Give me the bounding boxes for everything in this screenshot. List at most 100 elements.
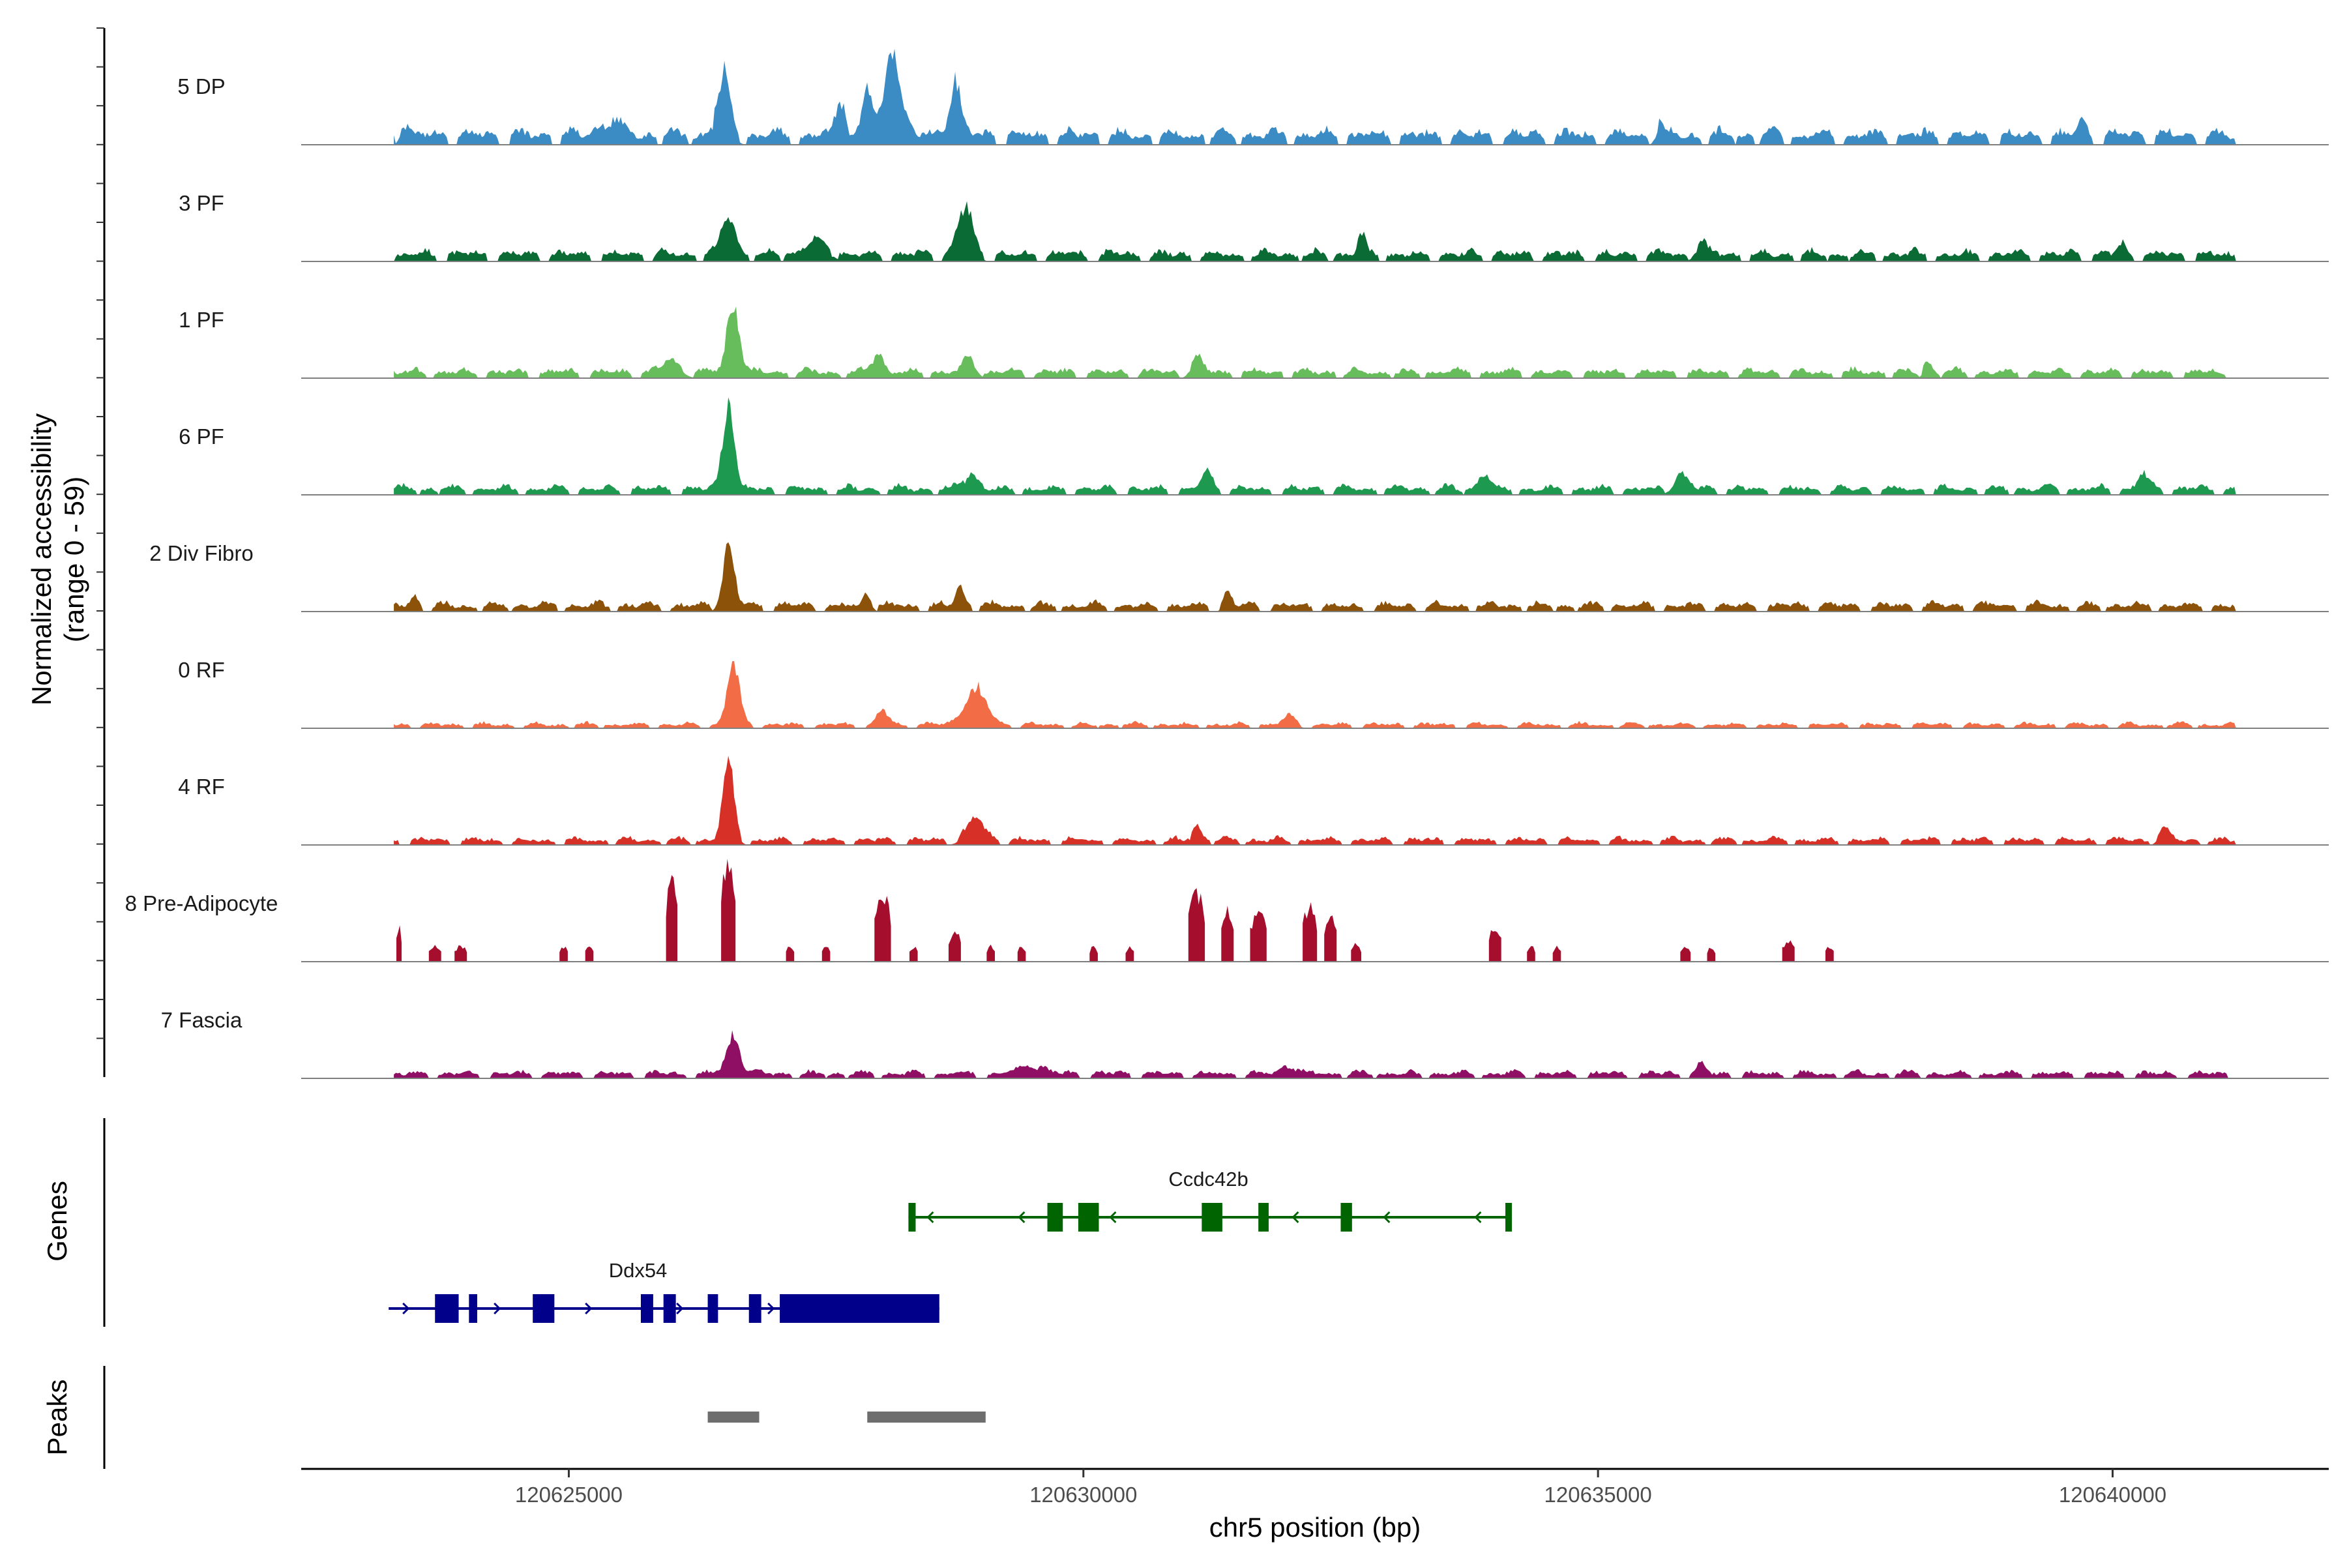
- peak-regions: [707, 1412, 986, 1423]
- gene-exon: [533, 1294, 555, 1323]
- track-8-pre-adipocyte: 8 Pre-Adipocyte: [125, 859, 2329, 962]
- gene-exon: [1340, 1203, 1352, 1232]
- peak-region: [707, 1412, 760, 1423]
- coverage-block: [1089, 946, 1098, 962]
- track-7-fascia: 7 Fascia: [161, 1008, 2329, 1079]
- y-axis-title: Normalized accessibility: [26, 413, 57, 705]
- coverage-block: [1825, 947, 1834, 962]
- coverage-area: [394, 48, 2236, 145]
- coverage-block: [909, 947, 918, 962]
- coverage-block: [786, 947, 795, 962]
- coverage-block: [396, 925, 402, 962]
- coverage-y-ticks: [96, 27, 104, 1039]
- gene-exon: [748, 1294, 761, 1323]
- gene-label: Ddx54: [609, 1259, 668, 1282]
- coverage-block: [1707, 947, 1716, 962]
- gene-exon: [1505, 1203, 1513, 1232]
- track-4-rf: 4 RF: [178, 756, 2329, 846]
- gene-exon: [663, 1294, 676, 1323]
- strand-arrow: [1383, 1211, 1391, 1224]
- gene-exon: [640, 1294, 653, 1323]
- coverage-block: [1680, 947, 1691, 962]
- gene-exon: [908, 1203, 916, 1232]
- gene-exon: [1258, 1203, 1269, 1232]
- coverage-area: [394, 1030, 2236, 1078]
- track-label: 7 Fascia: [161, 1008, 243, 1032]
- strand-arrow: [1474, 1211, 1482, 1224]
- strand-arrow: [767, 1302, 775, 1315]
- track-6-pf: 6 PF: [179, 397, 2329, 496]
- track-label: 3 PF: [179, 191, 224, 215]
- gene-exon: [435, 1294, 459, 1323]
- x-axis-title: chr5 position (bp): [1209, 1512, 1421, 1543]
- track-label: 6 PF: [179, 424, 224, 449]
- coverage-block: [1188, 888, 1205, 962]
- track-0-rf: 0 RF: [178, 658, 2329, 729]
- y-axis-range: (range 0 - 59): [59, 477, 89, 642]
- x-tick-label: 120630000: [1029, 1483, 1137, 1507]
- coverage-block: [1324, 915, 1337, 962]
- strand-arrow: [1018, 1211, 1026, 1224]
- gene-annotations: Ccdc42b Ddx54: [389, 1168, 1513, 1323]
- track-label: 2 Div Fibro: [149, 541, 254, 565]
- strand-arrow: [926, 1211, 934, 1224]
- peaks-panel-label: Peaks: [42, 1380, 72, 1456]
- track-label: 8 Pre-Adipocyte: [125, 891, 278, 915]
- coverage-block: [1250, 911, 1267, 962]
- track-2-div-fibro: 2 Div Fibro: [149, 541, 2329, 612]
- strand-arrow: [402, 1302, 410, 1315]
- coverage-block: [1552, 945, 1561, 962]
- coverage-block: [949, 931, 961, 962]
- coverage-tracks: 5 DP 3 PF 1 PF 6 PF 2 Div Fibro 0 RF 4 RF 8 Pre…: [125, 48, 2329, 1079]
- x-tick-label: 120625000: [515, 1483, 623, 1507]
- track-3-pf: 3 PF: [179, 191, 2329, 262]
- strand-arrow: [1109, 1211, 1117, 1224]
- peak-region: [867, 1412, 986, 1423]
- gene-exon: [1078, 1203, 1099, 1232]
- x-axis-ticks: 120625000 120630000 120635000 120640000: [515, 1469, 2166, 1507]
- track-5-dp: 5 DP: [177, 48, 2329, 145]
- track-1-pf: 1 PF: [179, 306, 2329, 379]
- x-tick-label: 120635000: [1544, 1483, 1652, 1507]
- coverage-block: [1782, 940, 1795, 962]
- coverage-block: [986, 944, 995, 962]
- strand-arrow: [585, 1302, 593, 1315]
- coverage-block: [1527, 946, 1535, 962]
- coverage-block: [1303, 902, 1318, 962]
- strand-arrow: [1292, 1211, 1299, 1224]
- strand-arrow: [676, 1302, 684, 1315]
- track-label: 1 PF: [179, 308, 224, 332]
- coverage-block: [1351, 943, 1361, 962]
- track-label: 0 RF: [178, 658, 225, 682]
- coverage-block: [721, 859, 736, 962]
- strand-arrow: [494, 1302, 501, 1315]
- coverage-block: [1488, 930, 1501, 962]
- coverage-area: [394, 756, 2236, 845]
- coverage-block: [428, 945, 441, 962]
- coverage-block: [821, 947, 831, 962]
- coverage-area: [394, 542, 2236, 612]
- genes-panel-label: Genes: [42, 1181, 72, 1262]
- gene-exon: [1202, 1203, 1222, 1232]
- coverage-block: [1221, 906, 1234, 962]
- gene-exon: [469, 1294, 477, 1323]
- coverage-area: [394, 306, 2236, 378]
- coverage-block: [874, 896, 891, 962]
- gene-exon: [1047, 1203, 1063, 1232]
- coverage-area: [394, 661, 2236, 728]
- coverage-area: [394, 397, 2236, 495]
- coverage-block: [1125, 946, 1134, 962]
- coverage-area: [394, 201, 2236, 261]
- gene-exon: [780, 1294, 939, 1323]
- track-label: 4 RF: [178, 775, 225, 799]
- coverage-block: [1017, 947, 1026, 962]
- gene-ddx54: Ddx54: [389, 1259, 939, 1323]
- gene-ccdc42b: Ccdc42b: [908, 1168, 1513, 1232]
- gene-exon: [707, 1294, 718, 1323]
- track-label: 5 DP: [177, 74, 225, 98]
- coverage-block: [454, 945, 467, 962]
- coverage-block: [666, 875, 677, 962]
- gene-label: Ccdc42b: [1168, 1168, 1248, 1191]
